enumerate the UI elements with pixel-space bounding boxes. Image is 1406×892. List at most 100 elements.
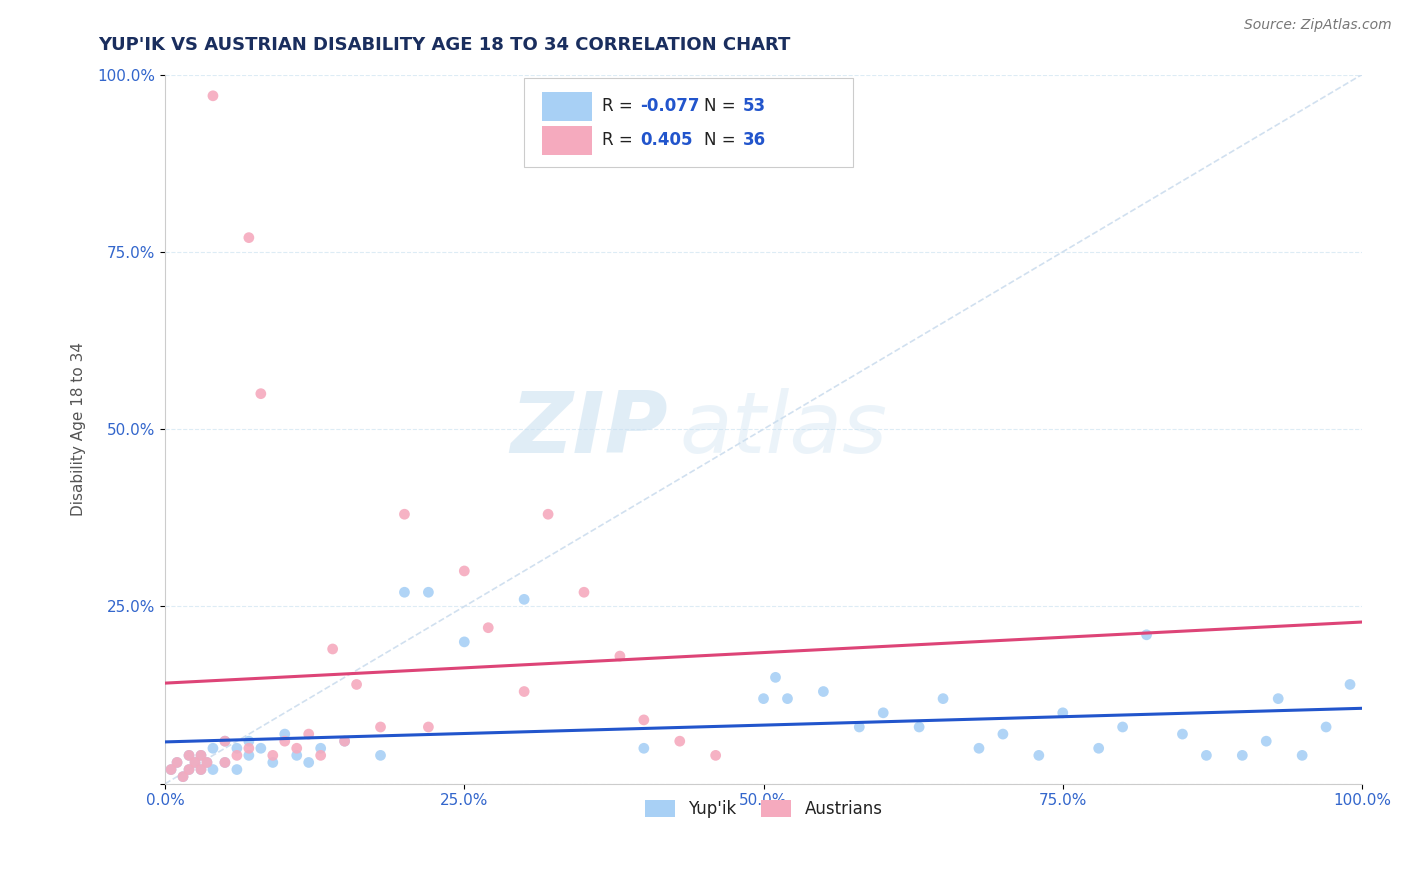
Point — [537, 507, 560, 521]
Point — [274, 727, 297, 741]
Point — [477, 621, 499, 635]
Point — [752, 691, 775, 706]
Point — [184, 756, 207, 770]
Point — [932, 691, 955, 706]
Point — [166, 756, 188, 770]
Point — [668, 734, 690, 748]
Point — [609, 649, 631, 664]
Point — [190, 748, 212, 763]
Point — [298, 756, 321, 770]
Point — [704, 748, 727, 763]
Point — [225, 748, 247, 763]
Point — [160, 763, 183, 777]
Text: N =: N = — [703, 131, 741, 150]
Point — [309, 748, 332, 763]
Point — [370, 720, 392, 734]
Point — [309, 741, 332, 756]
Point — [195, 756, 218, 770]
Point — [322, 642, 344, 657]
Point — [967, 741, 990, 756]
Point — [1111, 720, 1133, 734]
Point — [1087, 741, 1109, 756]
Point — [172, 770, 194, 784]
Point — [453, 564, 475, 578]
Point — [177, 748, 200, 763]
Point — [285, 741, 308, 756]
Point — [572, 585, 595, 599]
Point — [225, 741, 247, 756]
Point — [1267, 691, 1289, 706]
Point — [908, 720, 931, 734]
Point — [1052, 706, 1074, 720]
Text: atlas: atlas — [679, 388, 887, 471]
Point — [160, 763, 183, 777]
Point — [250, 741, 273, 756]
Text: N =: N = — [703, 97, 741, 115]
Point — [1171, 727, 1194, 741]
Point — [214, 756, 236, 770]
Point — [813, 684, 835, 698]
Point — [190, 763, 212, 777]
Text: R =: R = — [602, 97, 638, 115]
Point — [333, 734, 356, 748]
Point — [274, 734, 297, 748]
Point — [177, 748, 200, 763]
Point — [418, 585, 440, 599]
Point — [346, 677, 368, 691]
Point — [776, 691, 799, 706]
Point — [370, 748, 392, 763]
Point — [201, 763, 224, 777]
Point — [238, 741, 260, 756]
Point — [848, 720, 870, 734]
Y-axis label: Disability Age 18 to 34: Disability Age 18 to 34 — [72, 343, 86, 516]
Point — [172, 770, 194, 784]
Point — [1232, 748, 1254, 763]
Text: -0.077: -0.077 — [640, 97, 700, 115]
Point — [872, 706, 894, 720]
Text: R =: R = — [602, 131, 643, 150]
Point — [262, 756, 284, 770]
Point — [1195, 748, 1218, 763]
Legend: Yup'ik, Austrians: Yup'ik, Austrians — [638, 794, 889, 825]
Point — [201, 741, 224, 756]
FancyBboxPatch shape — [543, 92, 592, 120]
Point — [1028, 748, 1050, 763]
Point — [166, 756, 188, 770]
Point — [190, 763, 212, 777]
FancyBboxPatch shape — [524, 78, 853, 167]
Point — [201, 88, 224, 103]
Point — [184, 756, 207, 770]
Text: 36: 36 — [744, 131, 766, 150]
Text: 53: 53 — [744, 97, 766, 115]
Point — [453, 635, 475, 649]
Point — [250, 386, 273, 401]
Point — [1315, 720, 1337, 734]
Point — [1339, 677, 1361, 691]
Point — [195, 756, 218, 770]
Point — [513, 684, 536, 698]
Point — [513, 592, 536, 607]
Point — [238, 734, 260, 748]
Point — [633, 741, 655, 756]
Text: ZIP: ZIP — [510, 388, 668, 471]
Point — [333, 734, 356, 748]
Point — [177, 763, 200, 777]
Point — [418, 720, 440, 734]
Text: YUP'IK VS AUSTRIAN DISABILITY AGE 18 TO 34 CORRELATION CHART: YUP'IK VS AUSTRIAN DISABILITY AGE 18 TO … — [98, 36, 790, 54]
Point — [225, 763, 247, 777]
Point — [214, 734, 236, 748]
Point — [190, 748, 212, 763]
Point — [765, 670, 787, 684]
Text: Source: ZipAtlas.com: Source: ZipAtlas.com — [1244, 18, 1392, 32]
Point — [177, 763, 200, 777]
FancyBboxPatch shape — [543, 127, 592, 154]
Point — [991, 727, 1014, 741]
Point — [238, 748, 260, 763]
Point — [394, 585, 416, 599]
Point — [633, 713, 655, 727]
Point — [1291, 748, 1313, 763]
Point — [238, 230, 260, 244]
Point — [1256, 734, 1278, 748]
Point — [285, 748, 308, 763]
Point — [214, 734, 236, 748]
